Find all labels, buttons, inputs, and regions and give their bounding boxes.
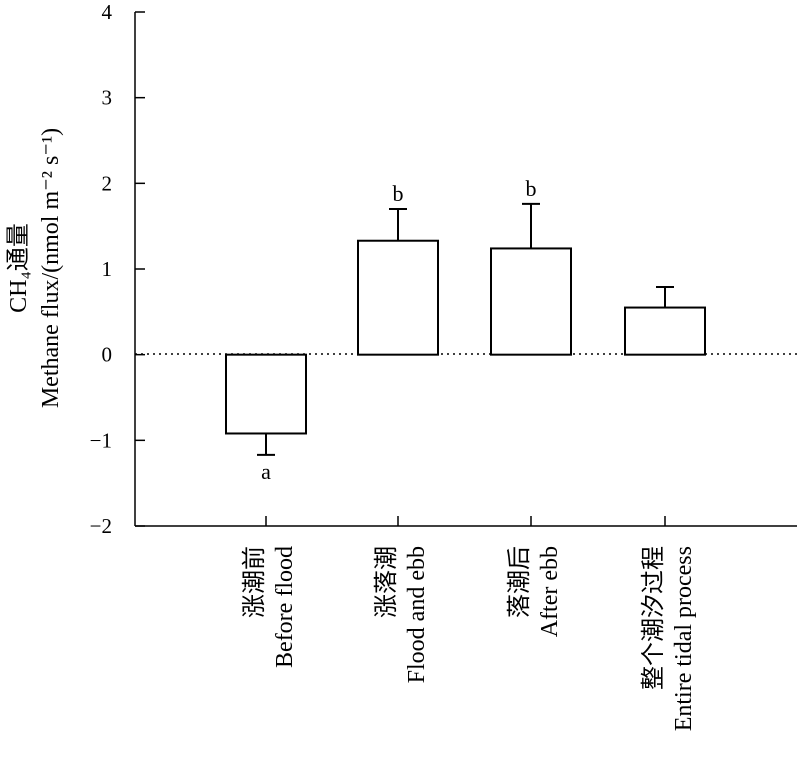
y-tick-label: 0 xyxy=(102,343,113,367)
y-tick-label: 1 xyxy=(102,257,113,281)
category-label-zh: 落潮后 xyxy=(506,546,533,618)
y-tick-label: 3 xyxy=(102,86,113,110)
y-tick-label: 2 xyxy=(102,171,113,195)
y-axis-title-zh: CH₄通量 xyxy=(6,223,32,313)
significance-label: a xyxy=(261,459,271,484)
significance-label: b xyxy=(526,176,537,201)
bar xyxy=(490,247,572,356)
category-label-en: After ebb xyxy=(537,546,563,637)
y-tick-label: −1 xyxy=(90,428,112,452)
y-tick-label: 4 xyxy=(102,0,113,24)
category-label-en: Before flood xyxy=(272,546,298,668)
bar xyxy=(357,239,439,356)
significance-label: b xyxy=(393,181,404,206)
category-label-zh: 涨潮前 xyxy=(241,546,268,618)
category-label-en: Flood and ebb xyxy=(404,546,430,683)
y-ticks: −2 −1 0 1 2 3 4 xyxy=(90,0,145,538)
category-label-zh: 整个潮汐过程 xyxy=(640,546,667,690)
category-label-zh: 涨落潮 xyxy=(373,546,400,618)
bars: a b b xyxy=(225,176,706,484)
y-axis-title: CH₄通量 Methane flux/(nmol m⁻² s⁻¹) xyxy=(6,128,64,408)
y-tick-label: −2 xyxy=(90,514,112,538)
bar xyxy=(225,353,307,435)
x-ticks xyxy=(265,516,666,526)
y-axis-title-en: Methane flux/(nmol m⁻² s⁻¹) xyxy=(38,128,64,408)
category-labels: 涨潮前 Before flood 涨落潮 Flood and ebb 落潮后 After … xyxy=(241,546,697,731)
bar xyxy=(624,306,706,356)
category-label-en: Entire tidal process xyxy=(671,546,697,731)
